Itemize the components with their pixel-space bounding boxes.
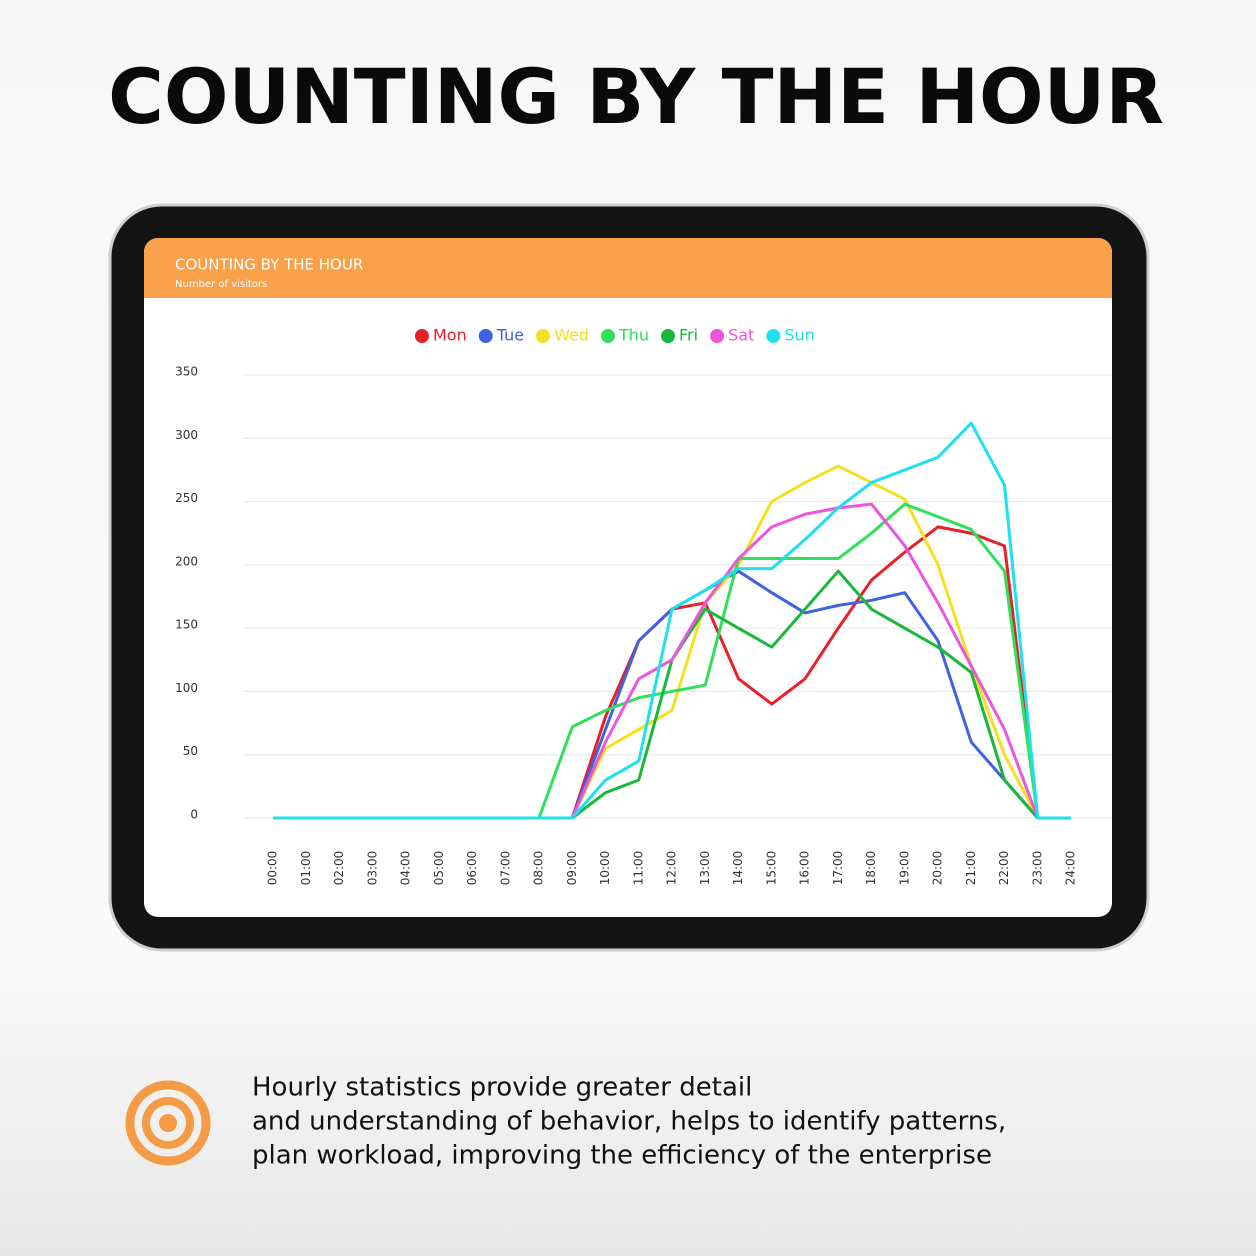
x-tick-label: 06:00 bbox=[465, 851, 479, 886]
x-tick-label: 01:00 bbox=[299, 851, 313, 886]
series-line bbox=[273, 421, 1071, 820]
screen bbox=[144, 238, 1112, 917]
x-tick-label: 15:00 bbox=[764, 851, 778, 886]
legend-marker bbox=[766, 329, 781, 343]
legend-label: Sat bbox=[728, 326, 754, 345]
x-tick-label: 21:00 bbox=[964, 851, 978, 886]
x-tick-label: 04:00 bbox=[399, 851, 413, 886]
y-tick-label: 300 bbox=[175, 428, 198, 442]
x-tick-label: 24:00 bbox=[1064, 851, 1078, 886]
caption-line: Hourly statistics provide greater detail bbox=[252, 1073, 752, 1103]
headline: COUNTING BY THE HOUR bbox=[108, 52, 1164, 141]
x-tick-label: 13:00 bbox=[698, 851, 712, 886]
legend-label: Sun bbox=[784, 326, 814, 345]
x-tick-label: 08:00 bbox=[532, 851, 546, 886]
x-tick-label: 16:00 bbox=[798, 851, 812, 886]
target-icon bbox=[125, 1080, 211, 1166]
x-tick-label: 14:00 bbox=[731, 851, 745, 886]
y-tick-label: 0 bbox=[190, 808, 198, 822]
legend-label: Tue bbox=[496, 326, 524, 345]
legend-label: Thu bbox=[618, 326, 649, 345]
x-tick-label: 23:00 bbox=[1030, 851, 1044, 886]
y-tick-label: 350 bbox=[175, 365, 198, 379]
x-tick-label: 10:00 bbox=[598, 851, 612, 886]
y-tick-label: 100 bbox=[175, 681, 198, 695]
y-tick-label: 250 bbox=[175, 491, 198, 505]
x-tick-label: 05:00 bbox=[432, 851, 446, 886]
x-tick-label: 02:00 bbox=[332, 851, 346, 886]
legend-label: Mon bbox=[433, 326, 467, 345]
x-tick-label: 00:00 bbox=[266, 851, 280, 886]
legend-marker bbox=[600, 329, 615, 343]
x-tick-label: 17:00 bbox=[831, 851, 845, 886]
legend-marker bbox=[536, 329, 551, 343]
y-tick-label: 50 bbox=[183, 744, 198, 758]
legend-label: Fri bbox=[679, 326, 698, 345]
legend-marker bbox=[415, 329, 429, 343]
x-tick-label: 03:00 bbox=[365, 851, 379, 886]
y-tick-label: 200 bbox=[175, 554, 198, 568]
x-tick-label: 07:00 bbox=[498, 851, 512, 886]
caption-line: and understanding of behavior, helps to … bbox=[252, 1107, 1006, 1137]
card-subtitle: Number of visitors bbox=[175, 279, 267, 290]
x-tick-label: 12:00 bbox=[665, 851, 679, 886]
x-tick-label: 09:00 bbox=[565, 851, 579, 886]
legend-marker bbox=[710, 329, 725, 343]
x-tick-label: 11:00 bbox=[631, 851, 645, 886]
legend-marker bbox=[478, 329, 493, 343]
card-header bbox=[144, 238, 1112, 298]
y-tick-label: 150 bbox=[175, 618, 198, 632]
card-title: COUNTING BY THE HOUR bbox=[175, 256, 363, 274]
legend-label: Wed bbox=[554, 326, 589, 345]
caption-line: plan workload, improving the efficiency … bbox=[252, 1141, 992, 1171]
x-tick-label: 18:00 bbox=[864, 851, 878, 886]
x-tick-label: 22:00 bbox=[997, 851, 1011, 886]
x-tick-label: 20:00 bbox=[931, 851, 945, 886]
legend-marker bbox=[661, 329, 676, 343]
x-tick-label: 19:00 bbox=[897, 851, 911, 886]
